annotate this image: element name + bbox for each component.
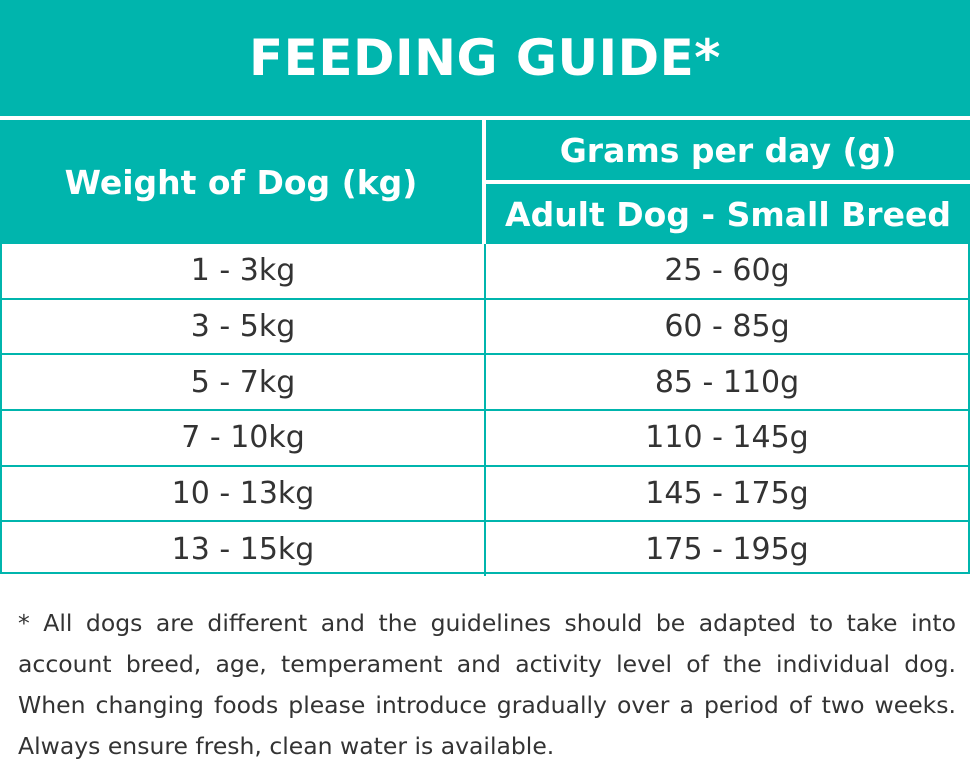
weight-cell: 5 - 7kg <box>2 355 486 410</box>
table-row: 3 - 5kg 60 - 85g <box>2 299 968 356</box>
weight-cell: 3 - 5kg <box>2 299 486 354</box>
weight-cell: 1 - 3kg <box>2 244 486 298</box>
table-row: 10 - 13kg 145 - 175g <box>2 466 968 523</box>
grams-cell: 110 - 145g <box>645 420 809 456</box>
footnote: * All dogs are different and the guideli… <box>18 609 956 760</box>
grams-cell: 25 - 60g <box>664 253 790 289</box>
header-grams: Grams per day (g) <box>486 120 970 180</box>
weight-cell: 13 - 15kg <box>2 522 486 577</box>
table-row: 1 - 3kg 25 - 60g <box>2 244 968 300</box>
table-row: 7 - 10kg 110 - 145g <box>2 411 968 467</box>
table-row: 5 - 7kg 85 - 110g <box>2 355 968 412</box>
table-row: 13 - 15kg 175 - 195g <box>2 522 968 577</box>
weight-cell: 10 - 13kg <box>2 466 486 521</box>
header-breed: Adult Dog - Small Breed <box>486 184 970 244</box>
header-weight: Weight of Dog (kg) <box>0 120 482 244</box>
feeding-table: 1 - 3kg 25 - 60g 3 - 5kg 60 - 85g 5 - 7kg 8… <box>0 244 970 577</box>
grams-cell: 145 - 175g <box>645 476 809 512</box>
weight-cell: 7 - 10kg <box>2 411 486 465</box>
grams-cell: 175 - 195g <box>645 531 809 567</box>
grams-cell: 85 - 110g <box>654 364 800 400</box>
grams-cell: 60 - 85g <box>664 309 790 345</box>
page-title: FEEDING GUIDE* <box>0 0 970 116</box>
